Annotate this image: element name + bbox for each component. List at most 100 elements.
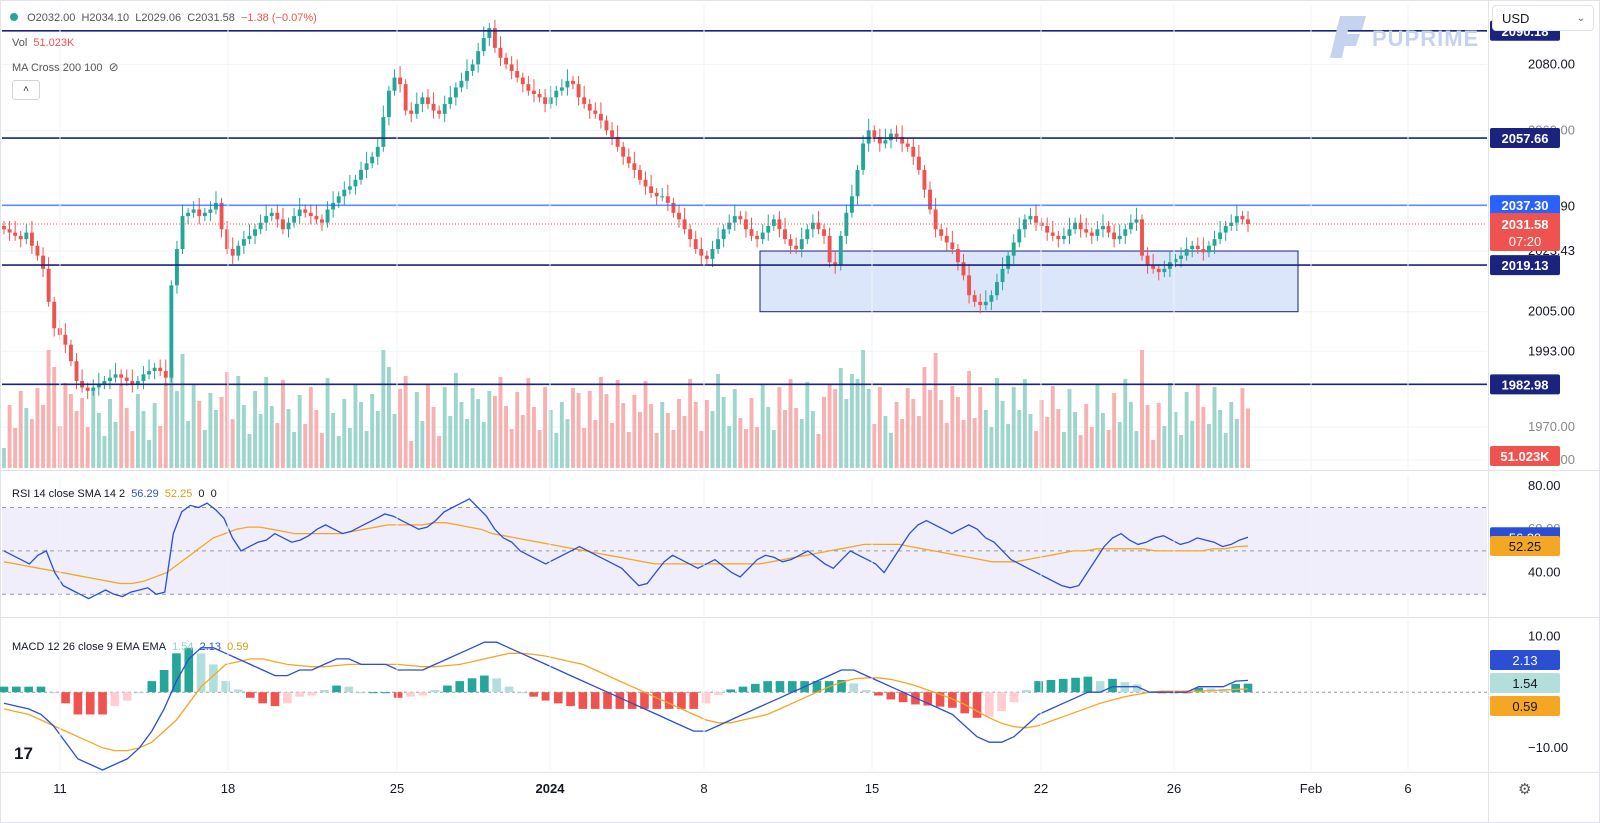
candle-body [883, 140, 888, 144]
candle-body [331, 202, 336, 210]
open-value: O2032.00 [27, 12, 76, 24]
candle-body [275, 212, 280, 220]
volume-bar [392, 414, 397, 468]
volume-bar [1017, 410, 1022, 468]
macd-histogram-bar [1095, 681, 1105, 693]
volume-bar [113, 422, 118, 468]
candle-body [967, 275, 972, 296]
price-tick-label: 2005.00 [1528, 304, 1575, 319]
volume-bar [883, 416, 888, 468]
candle-body [1112, 232, 1117, 240]
rsi-legend: RSI 14 close SMA 14 2 56.29 52.25 0 0 [12, 488, 220, 500]
volume-bar [911, 399, 916, 468]
macd-histogram-bar [85, 692, 95, 715]
candle-body [978, 301, 983, 306]
volume-bar [1034, 431, 1038, 468]
candle-body [989, 295, 994, 302]
volume-bar [598, 377, 603, 468]
volume-bar [442, 387, 447, 468]
volume-bar [52, 367, 57, 468]
candle-body [437, 110, 442, 114]
volume-bar [1173, 412, 1178, 468]
volume-bar [85, 427, 90, 468]
volume-bar [481, 422, 486, 468]
gear-icon[interactable]: ⚙ [1518, 781, 1532, 798]
volume-bar [236, 376, 241, 468]
candle-body [135, 380, 140, 385]
volume-bar [225, 372, 230, 468]
volume-bar [783, 410, 787, 468]
volume-bar [230, 419, 235, 468]
candle-body [292, 216, 297, 223]
macd-histogram-bar [960, 692, 970, 714]
volume-bar [119, 385, 124, 468]
candle-body [286, 222, 291, 230]
volume-bar [46, 350, 51, 468]
volume-bar [587, 391, 592, 468]
macd-histogram-bar [529, 692, 538, 697]
candle-body [314, 216, 319, 220]
collapse-legend-button[interactable]: ˄ [12, 80, 40, 100]
candle-body [571, 80, 575, 85]
candle-body [905, 143, 910, 147]
volume-bar [1123, 379, 1128, 468]
candle-body [805, 229, 810, 240]
volume-bar [303, 424, 308, 468]
candle-body [543, 97, 548, 104]
ma-legend[interactable]: MA Cross 200 100 ⊘ [12, 60, 122, 74]
volume-bar [135, 394, 140, 468]
candle-body [398, 77, 403, 85]
macd-histogram-bar [221, 681, 231, 693]
candle-body [1061, 235, 1066, 240]
candle-body [29, 232, 34, 246]
macd-histogram-bar [1046, 680, 1056, 693]
volume-bar [615, 380, 620, 468]
candle-body [102, 380, 107, 385]
volume-bar [29, 419, 34, 468]
macd-histogram-bar [751, 683, 760, 693]
candle-body [637, 169, 642, 180]
volume-bar [1050, 386, 1055, 468]
macd-histogram-bar [36, 686, 46, 693]
macd-histogram-bar [1108, 678, 1117, 693]
volume-bar [1156, 403, 1161, 468]
macd-histogram-bar [1231, 683, 1240, 693]
candle-body [872, 130, 877, 137]
candle-body [1184, 249, 1189, 256]
candle-body [1017, 229, 1022, 243]
macd-histogram-bar [714, 692, 723, 695]
volume-bar [1106, 430, 1111, 468]
candle-body [1151, 265, 1156, 269]
volume-bar [1039, 400, 1044, 468]
volume-bar [972, 418, 977, 468]
macd-tick-label: −10.00 [1528, 740, 1568, 755]
volume-bar [174, 391, 179, 468]
time-tick-label: 22 [1034, 781, 1048, 796]
macd-histogram-bar [1058, 678, 1068, 693]
currency-select[interactable]: USD ⌄ [1492, 5, 1594, 31]
macd-histogram-bar [553, 692, 563, 704]
volume-bar [716, 374, 720, 468]
volume-bar [777, 387, 782, 468]
volume-bar [1095, 384, 1100, 468]
volume-bar [565, 419, 570, 468]
volume-bar [487, 391, 492, 468]
candle-body [928, 189, 932, 210]
candle-body [783, 229, 787, 240]
candle-body [822, 229, 826, 236]
volume-bar [710, 411, 715, 468]
volume-bar [1162, 426, 1167, 468]
macd-histogram-bar [307, 692, 317, 696]
volume-bar [375, 411, 380, 468]
macd-histogram-bar [48, 692, 58, 694]
time-tick-label: Feb [1300, 781, 1322, 796]
volume-bar [437, 436, 442, 468]
candle-body [771, 219, 776, 226]
tradingview-logo[interactable]: 17 [14, 744, 33, 764]
candle-body [743, 219, 748, 230]
eye-hidden-icon[interactable]: ⊘ [108, 60, 119, 74]
macd-histogram-bar [233, 689, 243, 693]
time-tick-label: 11 [53, 781, 67, 796]
volume-bar [1112, 393, 1117, 468]
